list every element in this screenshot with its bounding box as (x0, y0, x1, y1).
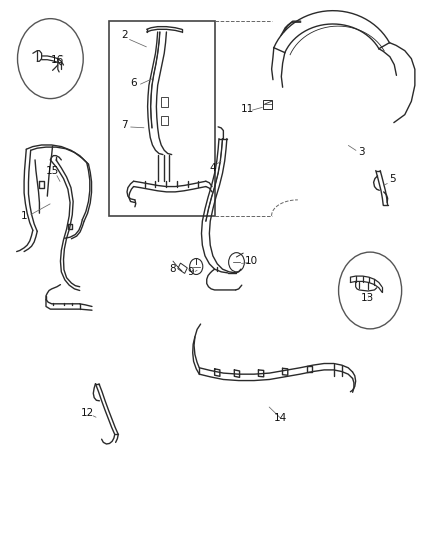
Bar (263, 100, 272, 109)
Bar (161, 97, 168, 107)
Text: 16: 16 (50, 55, 64, 64)
Text: 2: 2 (121, 30, 128, 39)
Text: 7: 7 (121, 120, 128, 130)
Bar (109, 21, 215, 216)
Text: 12: 12 (81, 408, 94, 418)
Text: 14: 14 (274, 414, 287, 423)
Text: 3: 3 (358, 147, 365, 157)
Text: 8: 8 (170, 264, 177, 274)
Text: 9: 9 (187, 267, 194, 277)
Text: 13: 13 (361, 294, 374, 303)
Bar (178, 263, 187, 273)
Text: 10: 10 (245, 256, 258, 266)
Text: 5: 5 (389, 174, 396, 183)
Text: 4: 4 (209, 163, 216, 173)
Text: 15: 15 (46, 166, 59, 175)
Bar (161, 116, 168, 125)
Text: 11: 11 (241, 104, 254, 114)
Text: 1: 1 (21, 211, 28, 221)
Text: 6: 6 (130, 78, 137, 87)
